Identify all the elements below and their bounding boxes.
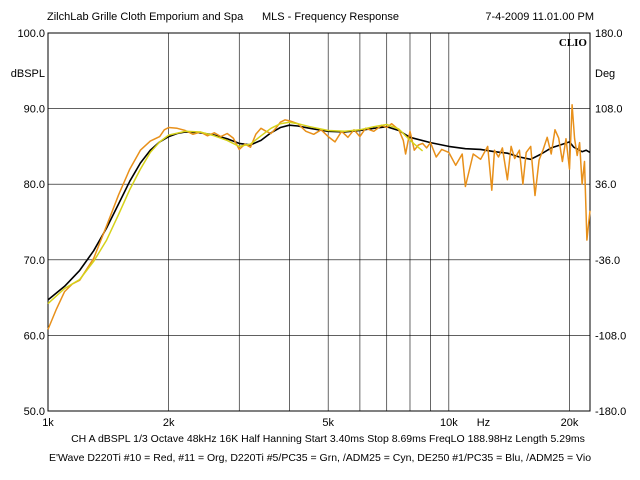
x-tick-label: 10k	[440, 417, 458, 429]
y-left-tick-label: 70.0	[24, 255, 45, 267]
header-title: MLS - Frequency Response	[262, 11, 399, 23]
measurement-settings: CH A dBSPL 1/3 Octave 48kHz 16K Half Han…	[71, 433, 585, 445]
y-right-unit-label: Deg	[595, 68, 615, 80]
plot-frame	[47, 32, 591, 412]
y-left-tick-label: 90.0	[24, 104, 45, 116]
y-right-tick-label: 36.0	[595, 179, 616, 191]
y-right-tick-label: -180.0	[595, 406, 626, 418]
y-left-tick-label: 50.0	[24, 406, 45, 418]
header-timestamp: 7-4-2009 11.01.00 PM	[485, 11, 594, 23]
y-right-tick-label: -36.0	[595, 255, 620, 267]
trace-legend: E'Wave D220Ti #10 = Red, #11 = Org, D220…	[48, 452, 592, 464]
y-left-tick-label: 60.0	[24, 330, 45, 342]
y-left-unit-label: dBSPL	[11, 68, 45, 80]
x-tick-label: 5k	[322, 417, 334, 429]
series-line-1	[47, 104, 591, 330]
y-right-tick-label: 108.0	[595, 104, 623, 116]
clio-brand-label: CLIO	[559, 37, 588, 49]
x-tick-label: 20k	[561, 417, 579, 429]
y-right-tick-label: 180.0	[595, 28, 623, 40]
series-line-0	[47, 124, 591, 301]
x-tick-label: 2k	[163, 417, 175, 429]
x-unit-label: Hz	[477, 417, 490, 429]
y-left-tick-label: 80.0	[24, 179, 45, 191]
y-right-tick-label: -108.0	[595, 330, 626, 342]
x-tick-label: 1k	[42, 417, 54, 429]
y-left-tick-label: 100.0	[17, 28, 45, 40]
header-company: ZilchLab Grille Cloth Emporium and Spa	[47, 11, 244, 23]
series-line-2	[47, 121, 424, 305]
